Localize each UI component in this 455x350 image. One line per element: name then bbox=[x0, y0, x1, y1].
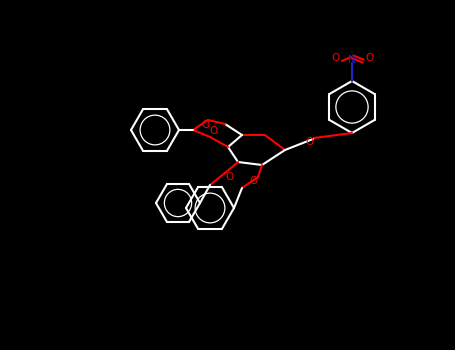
Text: O: O bbox=[201, 120, 209, 130]
Text: O: O bbox=[249, 176, 257, 186]
Text: O: O bbox=[332, 53, 340, 63]
Text: O: O bbox=[225, 172, 233, 182]
Text: O: O bbox=[209, 126, 217, 136]
Text: N: N bbox=[348, 55, 356, 65]
Text: O: O bbox=[365, 53, 373, 63]
Text: O: O bbox=[305, 137, 313, 147]
